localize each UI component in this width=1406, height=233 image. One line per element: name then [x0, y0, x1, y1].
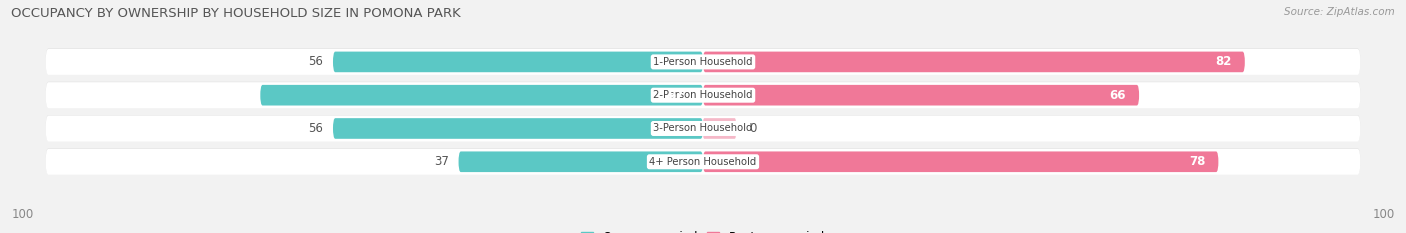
Legend: Owner-occupied, Renter-occupied: Owner-occupied, Renter-occupied — [576, 226, 830, 233]
Text: Source: ZipAtlas.com: Source: ZipAtlas.com — [1284, 7, 1395, 17]
Text: 4+ Person Household: 4+ Person Household — [650, 157, 756, 167]
Text: 100: 100 — [11, 208, 34, 221]
FancyBboxPatch shape — [45, 116, 1361, 141]
FancyBboxPatch shape — [333, 51, 703, 72]
Text: OCCUPANCY BY OWNERSHIP BY HOUSEHOLD SIZE IN POMONA PARK: OCCUPANCY BY OWNERSHIP BY HOUSEHOLD SIZE… — [11, 7, 461, 20]
FancyBboxPatch shape — [45, 82, 1361, 108]
FancyBboxPatch shape — [45, 48, 1361, 74]
Text: 66: 66 — [1109, 89, 1126, 102]
FancyBboxPatch shape — [45, 148, 1361, 174]
FancyBboxPatch shape — [458, 151, 703, 172]
FancyBboxPatch shape — [45, 149, 1361, 175]
Text: 2-Person Household: 2-Person Household — [654, 90, 752, 100]
Text: 100: 100 — [1372, 208, 1395, 221]
FancyBboxPatch shape — [45, 82, 1361, 108]
Text: 56: 56 — [308, 122, 323, 135]
FancyBboxPatch shape — [260, 85, 703, 106]
Text: 82: 82 — [1215, 55, 1232, 69]
Text: 37: 37 — [433, 155, 449, 168]
FancyBboxPatch shape — [333, 118, 703, 139]
FancyBboxPatch shape — [45, 49, 1361, 75]
FancyBboxPatch shape — [703, 151, 1219, 172]
FancyBboxPatch shape — [45, 115, 1361, 141]
Text: 0: 0 — [749, 122, 756, 135]
FancyBboxPatch shape — [703, 118, 737, 139]
Text: 56: 56 — [308, 55, 323, 69]
FancyBboxPatch shape — [703, 85, 1139, 106]
Text: 3-Person Household: 3-Person Household — [654, 123, 752, 134]
Text: 78: 78 — [1189, 155, 1205, 168]
Text: 1-Person Household: 1-Person Household — [654, 57, 752, 67]
FancyBboxPatch shape — [703, 51, 1244, 72]
Text: 67: 67 — [666, 89, 683, 102]
